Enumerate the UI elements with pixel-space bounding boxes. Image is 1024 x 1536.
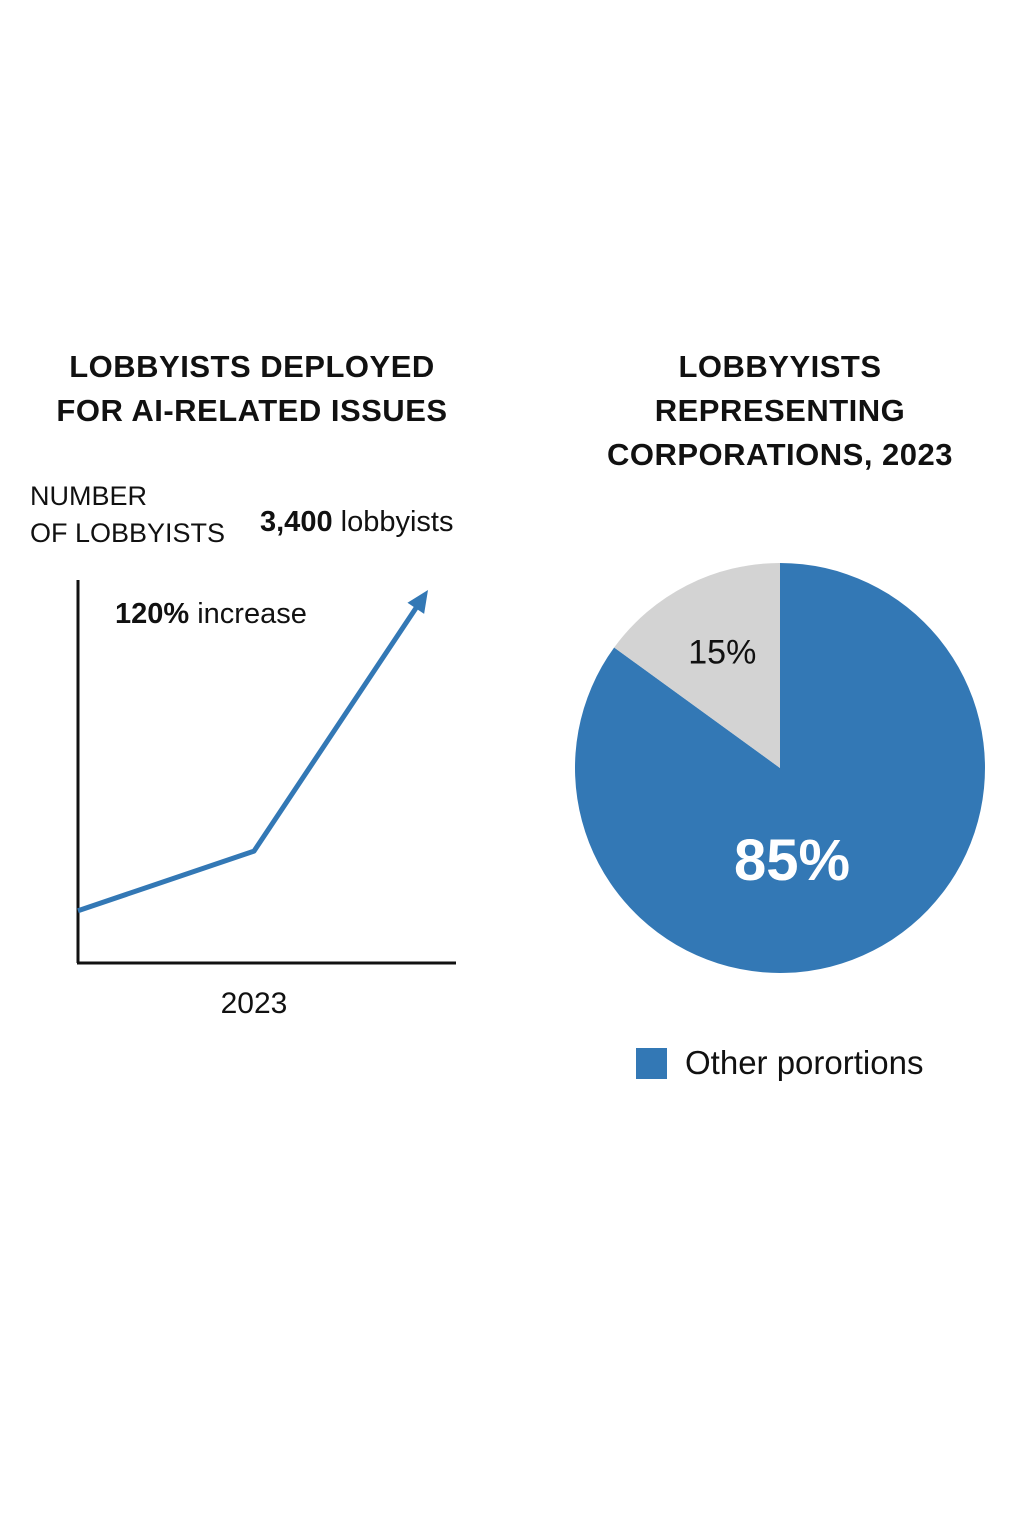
- arrow-head: [407, 590, 428, 614]
- peak-annotation: 3,400 lobbyists: [260, 506, 453, 539]
- y-axis-label-line-1: NUMBER: [30, 481, 148, 511]
- line-chart-title: LOBBYISTS DEPLOYED FOR AI-RELATED ISSUES: [20, 345, 484, 433]
- increase-annotation: 120% increase: [115, 598, 307, 631]
- pie-chart: 85% 15%: [575, 563, 985, 973]
- pie-label-15: 15%: [688, 634, 756, 672]
- pie-label-85: 85%: [734, 828, 850, 893]
- pie-chart-title-line-2: REPRESENTING: [654, 393, 906, 428]
- pie-chart-title: LOBBYYISTS REPRESENTING CORPORATIONS, 20…: [560, 345, 1000, 477]
- line-series: [77, 600, 423, 914]
- legend-label: Other porortions: [685, 1044, 924, 1081]
- line-chart-title-line-1: LOBBYISTS DEPLOYED: [69, 349, 435, 384]
- peak-unit: lobbyists: [340, 506, 454, 538]
- pie-slice-15: [614, 563, 780, 768]
- increase-value: 120%: [115, 598, 190, 630]
- line-chart-y-axis-label: NUMBER OF LOBBYISTS: [30, 478, 225, 552]
- line-chart-title-line-2: FOR AI-RELATED ISSUES: [56, 393, 448, 428]
- pie-chart-title-line-3: CORPORATIONS, 2023: [606, 437, 954, 472]
- pie-chart-title-line-1: LOBBYYISTS: [678, 349, 882, 384]
- peak-value: 3,400: [260, 506, 333, 538]
- line-chart: 2023: [76, 580, 456, 1020]
- x-tick-label-2023: 2023: [221, 987, 288, 1020]
- pie-legend: Other porortions: [636, 1044, 923, 1082]
- increase-text: increase: [197, 598, 307, 630]
- y-axis-label-line-2: OF LOBBYISTS: [30, 518, 226, 548]
- legend-swatch: [636, 1047, 667, 1079]
